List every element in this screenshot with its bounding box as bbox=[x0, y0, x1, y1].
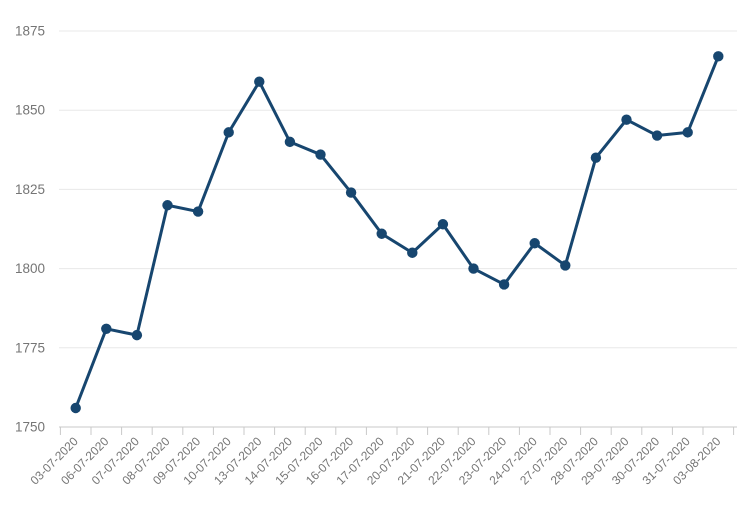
data-point[interactable] bbox=[101, 323, 112, 334]
data-point[interactable] bbox=[70, 402, 81, 414]
data-point[interactable] bbox=[192, 206, 204, 217]
y-axis-label: 1775 bbox=[15, 340, 45, 355]
data-point[interactable] bbox=[315, 149, 326, 160]
y-axis-label: 1800 bbox=[15, 261, 45, 276]
data-point[interactable] bbox=[713, 51, 724, 62]
y-axis-label: 1825 bbox=[15, 182, 45, 197]
data-point[interactable] bbox=[284, 136, 296, 148]
data-point[interactable] bbox=[468, 263, 479, 274]
data-point[interactable] bbox=[437, 219, 449, 230]
data-point[interactable] bbox=[376, 228, 387, 239]
data-point[interactable] bbox=[254, 76, 265, 87]
data-point[interactable] bbox=[590, 152, 602, 163]
data-point[interactable] bbox=[223, 127, 234, 138]
data-point[interactable] bbox=[131, 329, 143, 341]
data-point[interactable] bbox=[682, 127, 693, 138]
y-axis-label: 1850 bbox=[15, 103, 45, 118]
y-axis-label: 1750 bbox=[15, 420, 45, 435]
data-point[interactable] bbox=[529, 238, 540, 249]
series-line bbox=[74, 54, 720, 410]
data-point[interactable] bbox=[345, 187, 357, 198]
data-point[interactable] bbox=[651, 130, 663, 141]
data-point[interactable] bbox=[407, 247, 418, 258]
y-axis-label: 1875 bbox=[15, 24, 45, 39]
data-point[interactable] bbox=[498, 279, 510, 290]
data-point[interactable] bbox=[560, 260, 571, 271]
data-point[interactable] bbox=[621, 114, 632, 125]
data-point[interactable] bbox=[162, 200, 173, 211]
